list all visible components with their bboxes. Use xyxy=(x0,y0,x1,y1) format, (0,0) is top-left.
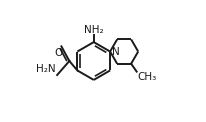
Text: O: O xyxy=(54,48,62,58)
Text: CH₃: CH₃ xyxy=(137,72,156,82)
Text: N: N xyxy=(111,47,119,56)
Text: NH₂: NH₂ xyxy=(83,25,103,35)
Text: H₂N: H₂N xyxy=(36,64,56,74)
